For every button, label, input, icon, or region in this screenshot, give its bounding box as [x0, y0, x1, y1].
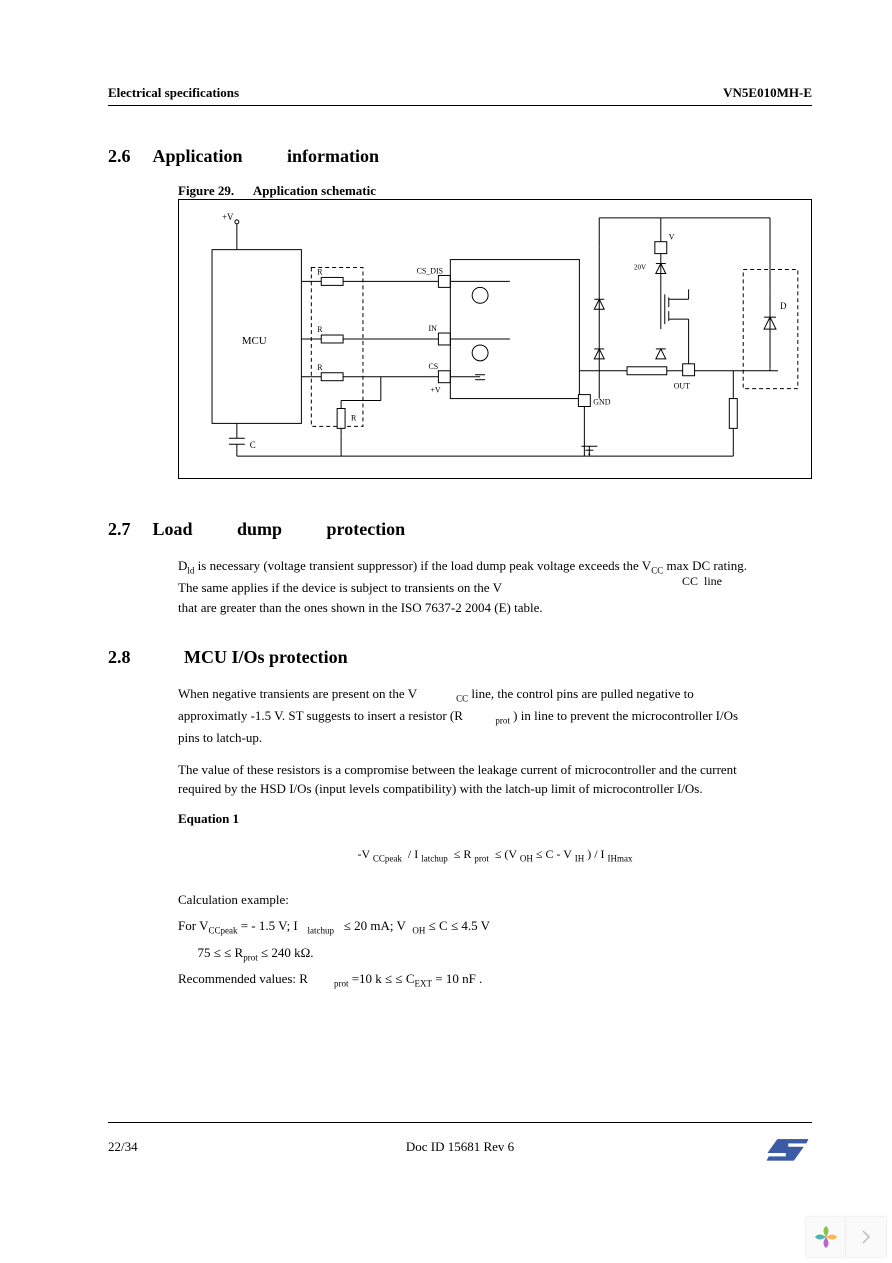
- calc-line-1: For VCCpeak = - 1.5 V; I latchup ≤ 20 mA…: [178, 913, 812, 940]
- section-2-7-heading: 2.7 Load dump protection: [108, 519, 812, 540]
- section-title: Application information: [153, 146, 380, 166]
- section-2-8-heading: 2.8 MCU I/Os protection: [108, 647, 812, 668]
- label-20v: 20V: [634, 264, 646, 272]
- section-2-8-p2: The value of these resistors is a compro…: [178, 760, 758, 799]
- calc-line-2: 75 ≤ ≤ Rprot ≤ 240 kΩ.: [178, 940, 812, 967]
- label-cs-dis: CS_DIS: [417, 266, 443, 275]
- label-r3: R: [317, 363, 323, 372]
- label-plusv: +V: [430, 386, 440, 395]
- label-d: D: [780, 301, 787, 311]
- bottom-widget: [806, 1217, 886, 1257]
- label-r2: R: [317, 325, 323, 334]
- section-number: 2.8: [108, 647, 148, 668]
- figure-caption: Figure 29. Application schematic: [178, 183, 812, 199]
- text: is necessary (voltage transient suppress…: [194, 558, 651, 573]
- application-schematic: +V MCU C R: [178, 199, 812, 479]
- label-gnd: GND: [593, 398, 610, 407]
- subscript: prot: [495, 716, 510, 726]
- calc-line-3: Recommended values: R prot =10 k ≤ ≤ CEX…: [178, 966, 812, 993]
- section-2-7-para: Dld is necessary (voltage transient supp…: [178, 556, 758, 617]
- calc-label: Calculation example:: [178, 887, 812, 913]
- header-left: Electrical specifications: [108, 85, 239, 101]
- section-number: 2.6: [108, 146, 148, 167]
- equation-1: -V CCpeak / I latchup ≤ R prot ≤ (V OH ≤…: [178, 847, 812, 863]
- label-out: OUT: [674, 382, 690, 391]
- section-2-6-heading: 2.6 Application information: [108, 146, 812, 167]
- label-rsense: R: [351, 413, 357, 422]
- widget-next-button[interactable]: [846, 1217, 886, 1257]
- text: that are greater than the ones shown in …: [178, 600, 543, 615]
- label-mcu: MCU: [242, 335, 267, 347]
- figure-label: Figure 29.: [178, 183, 234, 198]
- st-logo: [764, 1131, 812, 1163]
- widget-logo-icon[interactable]: [806, 1217, 846, 1257]
- text: When negative transients are present on …: [178, 686, 417, 701]
- figure-title: Application schematic: [253, 183, 376, 198]
- label-in: IN: [428, 324, 437, 333]
- label-vcc-top: +V: [222, 212, 234, 222]
- label-r1: R: [317, 267, 323, 276]
- cc-line-annotation: CC line: [682, 574, 722, 589]
- label-cs: CS: [428, 362, 438, 371]
- calculation-example: Calculation example: For VCCpeak = - 1.5…: [178, 887, 812, 993]
- section-title: MCU I/Os protection: [184, 647, 348, 667]
- chevron-right-icon: [861, 1230, 871, 1244]
- page-header: Electrical specifications VN5E010MH-E: [108, 85, 812, 106]
- subscript: CC: [651, 566, 663, 576]
- label-cext: C: [250, 440, 256, 450]
- page-footer: 22/34 Doc ID 15681 Rev 6: [108, 1122, 812, 1163]
- subscript: CC: [456, 694, 468, 704]
- page-number: 22/34: [108, 1139, 138, 1155]
- doc-id: Doc ID 15681 Rev 6: [406, 1139, 514, 1155]
- text: D: [178, 558, 187, 573]
- subscript: CC: [682, 574, 698, 588]
- equation-label: Equation 1: [178, 811, 812, 827]
- section-2-8-p1: When negative transients are present on …: [178, 684, 758, 748]
- section-title: Load dump protection: [153, 519, 406, 539]
- header-right: VN5E010MH-E: [723, 85, 812, 101]
- schematic-svg: +V MCU C R: [179, 200, 811, 478]
- label-vcc-pin: V: [669, 233, 675, 242]
- section-number: 2.7: [108, 519, 148, 540]
- text: line: [704, 574, 722, 588]
